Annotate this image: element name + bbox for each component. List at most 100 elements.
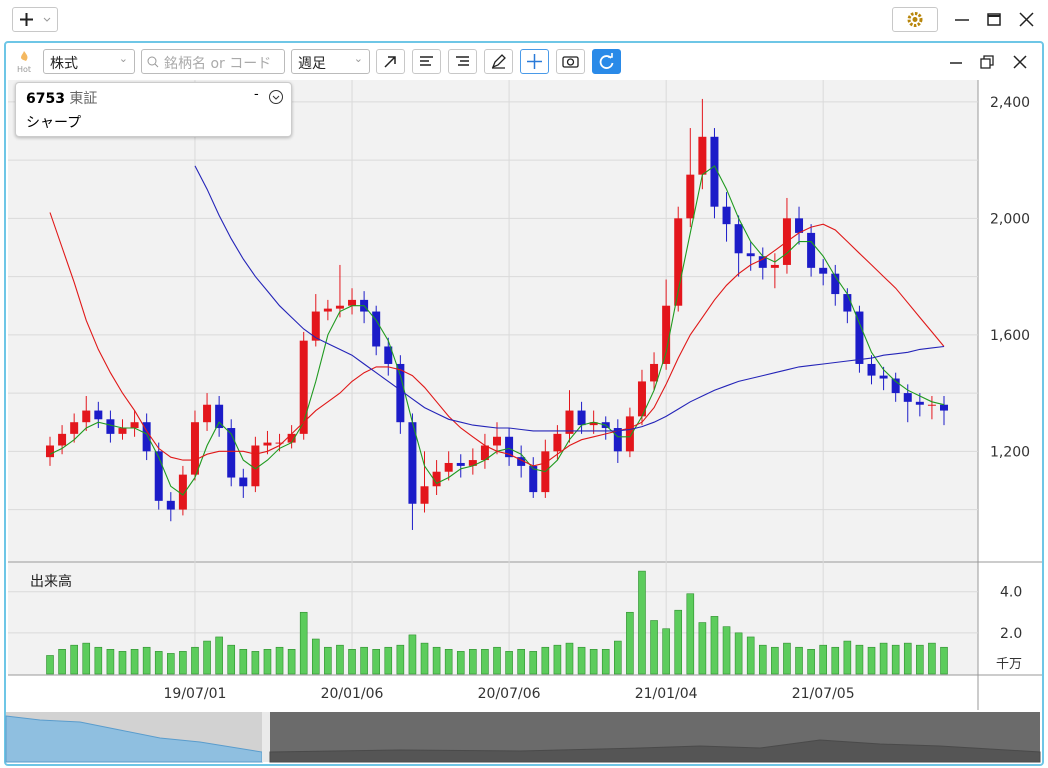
market-select[interactable]: 株式 ⌄ [43, 49, 135, 74]
y-tick-label: 2,000 [990, 211, 1030, 227]
info-title: 6753 東証 [26, 88, 97, 108]
period-select[interactable]: 週足 ⌄ [291, 49, 370, 74]
candle-body [46, 445, 54, 458]
chevron: ⌄ [118, 52, 128, 65]
candle-body [384, 346, 393, 364]
hot-icon[interactable]: Hot [14, 48, 34, 76]
gear-icon [907, 12, 923, 27]
x-tick-label: 20/01/06 [321, 686, 384, 702]
candle-body [58, 433, 67, 446]
volume-bar [408, 634, 417, 675]
volume-bar [239, 649, 248, 675]
volume-bar [360, 646, 368, 675]
y-tick-label: 1,200 [990, 444, 1030, 460]
volume-bar [469, 649, 477, 675]
volume-bar [191, 646, 199, 675]
candle-body [698, 136, 707, 175]
volume-tick-label: 2.0 [1000, 626, 1022, 642]
info-box: 6753 東証 - シャープ [15, 82, 292, 137]
candle-body [70, 422, 79, 434]
volume-bar [940, 646, 948, 675]
panel-controls[interactable] [945, 52, 1035, 74]
volume-bar [70, 644, 78, 675]
volume-bar [505, 651, 513, 675]
candle-body [493, 436, 501, 446]
volume-bar [746, 636, 755, 675]
volume-bar [481, 649, 489, 675]
candle-body [650, 363, 659, 382]
volume-bar [710, 616, 719, 675]
x-tick-label: 21/07/05 [792, 686, 855, 702]
volume-bar [614, 640, 622, 675]
volume-bar [662, 628, 670, 675]
settings-button[interactable] [892, 7, 938, 32]
search-placeholder: 銘柄名 or コード [164, 56, 272, 72]
candle-body [323, 308, 332, 312]
candle-body [239, 477, 248, 487]
volume-bar [758, 644, 767, 675]
search-box[interactable]: 銘柄名 or コード [141, 49, 285, 74]
hot-label: Hot [17, 65, 31, 74]
candle-body [130, 422, 139, 429]
volume-bar [601, 649, 610, 675]
trend-button[interactable] [376, 49, 405, 74]
volume-bar [251, 651, 260, 675]
volume-bar [783, 642, 791, 675]
candle-body [154, 451, 163, 501]
candle-body [722, 206, 731, 225]
candle-body [444, 462, 453, 472]
volume-bar [771, 646, 779, 675]
add-button[interactable] [12, 7, 58, 32]
x-tick-label: 19/07/01 [164, 686, 227, 702]
dropdown-icon[interactable] [268, 89, 284, 105]
moving-average [49, 212, 945, 467]
candle-body [734, 224, 743, 254]
navigator-handle[interactable] [262, 712, 270, 762]
candle-body [456, 462, 465, 466]
refresh-button[interactable] [592, 49, 621, 74]
candle-body [372, 311, 381, 347]
volume-bar [299, 611, 308, 675]
volume-bar [82, 642, 91, 675]
crosshair-button[interactable] [520, 49, 549, 74]
candle-body [637, 381, 646, 417]
volume-tick-label: 4.0 [1000, 585, 1022, 601]
volume-bar [311, 638, 320, 675]
navigator[interactable] [5, 712, 1041, 763]
collapse[interactable]: - [254, 87, 259, 102]
draw-button[interactable] [484, 49, 513, 74]
volume-bar [903, 642, 912, 675]
volume-bar [336, 644, 344, 675]
candle-body [577, 410, 586, 426]
candle-body [178, 474, 187, 510]
candle-body [287, 433, 296, 443]
volume-bar [420, 642, 429, 675]
volume-bar [154, 651, 163, 675]
candle-body [795, 218, 804, 233]
icon [384, 56, 396, 68]
market-label: 株式 [50, 56, 78, 72]
camera-button[interactable] [556, 49, 585, 74]
volume-bar [203, 640, 211, 675]
icon [456, 56, 469, 66]
align-left-button[interactable] [412, 49, 441, 74]
volume-bar [626, 611, 634, 675]
candle-body [940, 404, 948, 411]
icon [491, 54, 506, 69]
volume-bar [843, 640, 852, 675]
align-right-button[interactable] [448, 49, 477, 74]
candle-body [746, 253, 755, 257]
candle-body [879, 375, 888, 379]
volume-bar [396, 644, 405, 675]
volume-bar [46, 655, 54, 675]
candle-body [855, 311, 864, 364]
volume-bar [916, 644, 924, 675]
volume-bar [698, 622, 707, 675]
y-tick-label: 2,400 [990, 95, 1030, 111]
add-icon [20, 13, 51, 26]
volume-bar [855, 644, 864, 675]
volume-bar [215, 636, 223, 675]
icon [527, 54, 542, 69]
window-controls[interactable] [950, 8, 1045, 32]
volume-bar [142, 646, 151, 675]
